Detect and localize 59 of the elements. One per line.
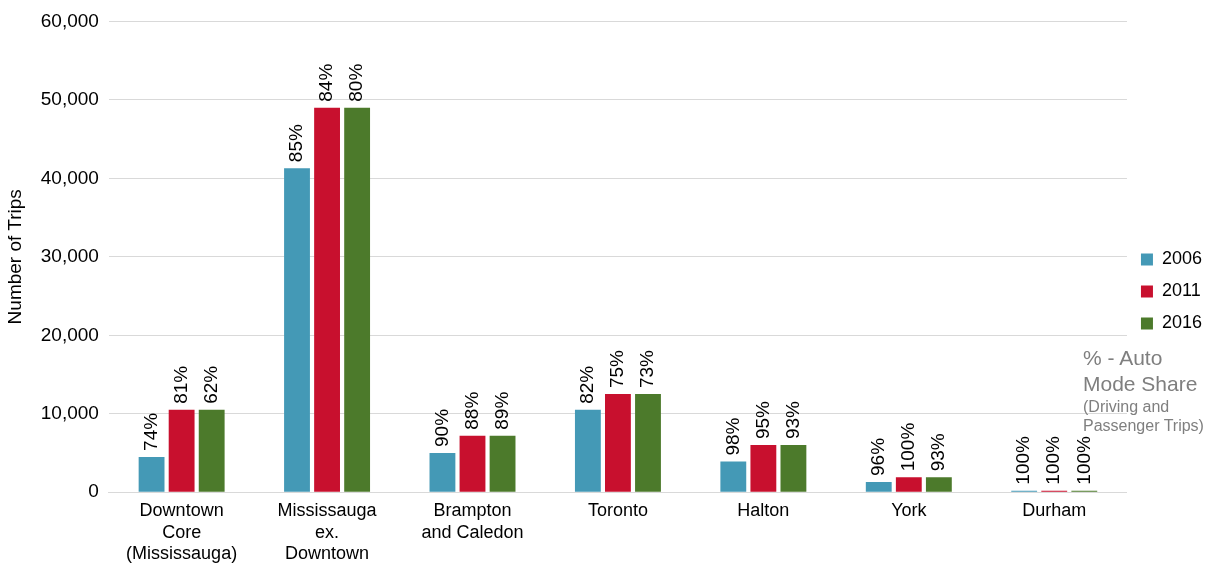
bar [168, 409, 195, 492]
annotation: 93% [927, 433, 949, 472]
y-axis-title: Number of Trips [3, 189, 25, 325]
annotation: 80% [345, 63, 367, 102]
bar [925, 477, 952, 492]
x-tick-label: Halton [737, 499, 790, 520]
annotation: 73% [636, 349, 658, 389]
annotation: 98% [721, 417, 743, 456]
bar [574, 409, 601, 492]
bar [198, 409, 225, 492]
legend-label: 2016 [1161, 312, 1202, 333]
bar [314, 107, 340, 492]
bar [284, 168, 310, 492]
x-tick-label: Mississauga ex. Downtown [277, 499, 378, 564]
annotation: 84% [315, 63, 337, 102]
legend-label: 2011 [1161, 280, 1201, 301]
bar [895, 477, 922, 492]
x-tick-label: Downtown Core (Mississauga) [126, 499, 238, 564]
bar [720, 461, 747, 492]
x-tick-label: Toronto [587, 499, 648, 520]
annotation: 100% [897, 422, 919, 472]
y-tick-label: 50,000 [40, 88, 99, 110]
y-tick-label: 10,000 [40, 401, 99, 423]
annotation: 88% [460, 391, 482, 430]
bar [429, 452, 456, 492]
annotation: 82% [576, 365, 598, 404]
y-tick-label: 0 [88, 480, 99, 502]
annotation: 100% [1072, 435, 1094, 485]
bar [344, 107, 371, 492]
x-tick-label: Durham [1022, 499, 1087, 520]
annotation: 62% [199, 365, 221, 404]
y-tick-label: 20,000 [40, 323, 99, 345]
bar [459, 435, 486, 492]
annotation: 85% [285, 124, 307, 163]
y-tick-label: 60,000 [40, 9, 99, 31]
annotation: 90% [430, 408, 452, 447]
annotation: 81% [169, 365, 191, 404]
y-tick-label: 30,000 [40, 245, 99, 267]
legend-label: 2006 [1161, 248, 1202, 269]
x-tick-label: Brampton and Caledon [421, 499, 524, 542]
bar [138, 456, 165, 492]
bar [489, 435, 516, 492]
bar [635, 394, 661, 492]
annotation: 74% [139, 412, 161, 451]
annotation: 93% [781, 400, 803, 440]
annotation: % - Auto Mode Share [1083, 345, 1199, 397]
annotation: 89% [490, 391, 512, 430]
bar [780, 445, 807, 492]
annotation: 100% [1042, 435, 1064, 485]
annotation: (Driving and Passenger Trips) [1083, 397, 1205, 435]
bar [605, 394, 631, 492]
x-tick-label: York [891, 499, 928, 520]
annotation: 96% [866, 437, 888, 476]
annotation: 75% [606, 349, 628, 389]
bar [865, 482, 892, 492]
bar [750, 445, 777, 492]
y-tick-label: 40,000 [40, 166, 99, 188]
annotation: 100% [1012, 435, 1034, 485]
annotation: 95% [751, 400, 773, 440]
